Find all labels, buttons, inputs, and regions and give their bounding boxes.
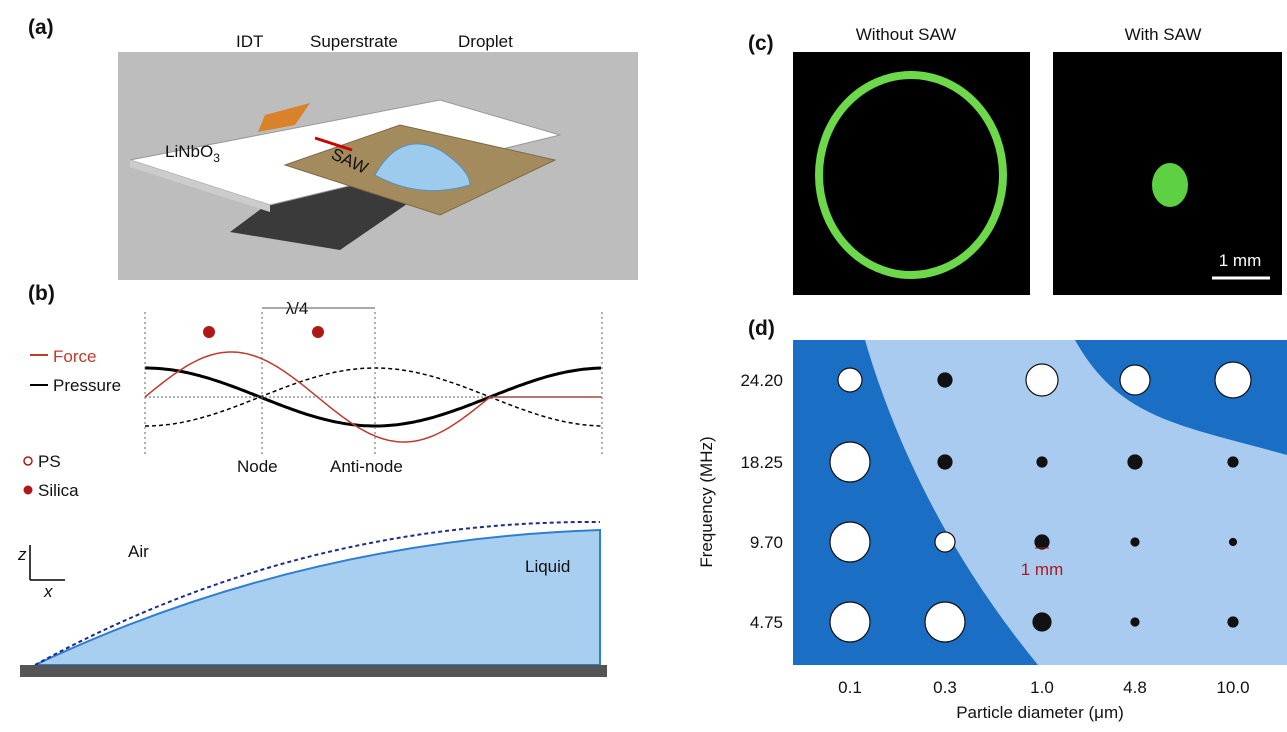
- legend-marker: [23, 456, 33, 466]
- y-tick-label: 4.75: [750, 613, 783, 632]
- x-tick-label: 0.3: [933, 678, 957, 697]
- spot: [1214, 361, 1252, 399]
- label: Anti-node: [330, 457, 403, 476]
- legend-marker: [23, 485, 33, 495]
- label: Superstrate: [310, 32, 398, 51]
- particle: [312, 326, 324, 338]
- phase-region: [865, 340, 1287, 665]
- label: 1 mm: [1021, 560, 1064, 579]
- label: Node: [237, 457, 278, 476]
- spot: [937, 372, 953, 388]
- label: IDT: [236, 32, 263, 51]
- x-tick-label: 1.0: [1030, 678, 1054, 697]
- subscript: 3: [213, 151, 220, 165]
- waves: [144, 312, 603, 455]
- panel-label: (a): [28, 16, 54, 39]
- spot: [1130, 537, 1140, 547]
- axis-title: Particle diameter (μm): [956, 703, 1124, 722]
- spot: [1034, 534, 1050, 550]
- label: Liquid: [525, 557, 570, 576]
- y-tick-label: 18.25: [740, 453, 783, 472]
- pressure-wave: [145, 366, 602, 428]
- axis-title: Frequency (MHz): [697, 436, 716, 567]
- spot: [937, 454, 953, 470]
- idt: [258, 103, 310, 132]
- legend-label: Silica: [38, 481, 79, 500]
- spot: [837, 367, 863, 393]
- label: z: [17, 545, 27, 564]
- spot: [1127, 454, 1143, 470]
- spot: [1130, 617, 1140, 627]
- x-tick-label: 4.8: [1123, 678, 1147, 697]
- spot: [829, 441, 871, 483]
- spot: [829, 521, 871, 563]
- label: With SAW: [1125, 25, 1202, 44]
- label: 1 mm: [1219, 251, 1262, 270]
- label: Air: [128, 542, 149, 561]
- x-tick-label: 10.0: [1216, 678, 1249, 697]
- legend-label: Force: [53, 347, 96, 366]
- dots: [829, 361, 1252, 643]
- label: x: [43, 582, 53, 601]
- panel-label: (b): [28, 282, 55, 305]
- droplet: [374, 143, 471, 192]
- particle: [203, 326, 215, 338]
- spot: [829, 601, 871, 643]
- panel-label: (c): [748, 32, 774, 55]
- spot: [1119, 364, 1151, 396]
- ring: [815, 71, 1007, 279]
- y-tick-label: 24.20: [740, 371, 783, 390]
- image: [793, 52, 1030, 295]
- surface: [34, 520, 601, 666]
- pressure-wave-dashed: [145, 367, 602, 427]
- spot: [1227, 456, 1239, 468]
- blob: [1152, 163, 1188, 207]
- spot: [934, 531, 956, 553]
- spot: [1227, 616, 1239, 628]
- label: Without SAW: [856, 25, 956, 44]
- legend-label: Pressure: [53, 376, 121, 395]
- liquid: [34, 528, 601, 666]
- panel-label: (d): [748, 317, 775, 340]
- y-tick-label: 9.70: [750, 533, 783, 552]
- x-tick-label: 0.1: [838, 678, 862, 697]
- legend-label: PS: [38, 452, 61, 471]
- label: Droplet: [458, 32, 513, 51]
- spot: [1032, 612, 1052, 632]
- ground: [20, 665, 607, 677]
- substrate-edge: [130, 160, 270, 212]
- label: LiNbO: [165, 142, 213, 161]
- spot: [1228, 537, 1238, 547]
- label: LiNbO3: [165, 142, 220, 165]
- spot: [1025, 363, 1059, 397]
- spot: [924, 601, 966, 643]
- spot: [1036, 456, 1048, 468]
- saw-arrow: [314, 136, 353, 152]
- axes-icon: [29, 545, 65, 581]
